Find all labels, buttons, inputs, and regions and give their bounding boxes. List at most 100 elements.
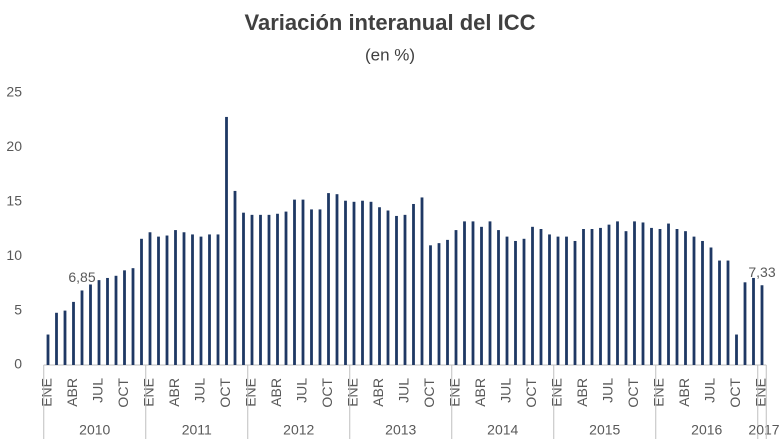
year-label: 2016 [691,422,722,438]
bar [114,275,118,365]
bar [667,223,670,365]
bar [539,229,543,365]
bar [556,236,560,365]
bar [386,210,390,365]
y-tick-label: 25 [6,84,22,100]
bar [267,214,271,365]
x-tick-label: JUL [294,378,310,403]
x-tick-label: ABR [574,378,590,407]
x-tick-label: OCT [115,378,131,408]
bar [293,199,296,365]
bar [420,197,424,365]
bar [565,236,568,365]
x-tick-label: OCT [625,378,641,408]
bar [344,200,347,365]
bar [310,209,313,365]
data-label: 6,85 [68,269,95,285]
year-label: 2017 [748,422,779,438]
bar [208,234,211,365]
x-tick-label: OCT [523,378,539,408]
x-tick-label: ABR [472,378,488,407]
bar [616,221,619,365]
bar [497,230,500,365]
bar [454,230,458,365]
bar [752,277,755,365]
bar [437,243,441,365]
bar [242,212,245,365]
bar [284,211,288,365]
year-label: 2013 [385,422,416,438]
y-tick-label: 15 [6,193,22,209]
bar [89,284,92,365]
bar [46,334,50,365]
bar [760,285,764,365]
bar [429,245,432,365]
y-tick-label: 10 [6,247,22,263]
bar [174,230,177,365]
year-label: 2011 [182,422,212,438]
x-tick-label: OCT [421,378,437,408]
bar [505,236,509,365]
bar [191,234,194,365]
bar [361,200,364,365]
bar [199,236,203,365]
bar [233,190,237,365]
x-tick-label: ABR [268,378,284,407]
y-tick-label: 0 [14,356,22,372]
bar [216,234,220,365]
bar [624,231,628,365]
x-tick-label: JUL [192,378,208,403]
bar [148,232,152,365]
bar [395,215,398,365]
data-label: 7,33 [748,264,775,280]
x-tick-label: OCT [727,378,743,408]
bar [692,236,696,365]
x-tick-label: ABR [64,378,80,407]
x-tick-label: ENE [243,378,259,407]
y-tick-label: 20 [6,138,22,154]
bar [72,301,75,365]
bar [225,116,228,365]
bar [123,270,126,365]
bar [335,194,339,365]
chart-title: Variación interanual del ICC [245,10,536,35]
bar [735,334,738,365]
bar [276,213,279,365]
year-label: 2010 [79,422,110,438]
bar [131,268,135,365]
bar [684,231,687,365]
bar [369,201,373,365]
x-tick-label: JUL [396,378,412,403]
bar [650,227,653,365]
bar [327,193,330,365]
bar [607,224,611,365]
bar [182,232,186,365]
x-tick-label: JUL [90,378,106,403]
bar [446,239,449,365]
x-tick-label: ABR [370,378,386,407]
bar [165,235,169,365]
bar [55,312,58,365]
bar [488,221,492,365]
bar [599,227,602,365]
bar [675,229,679,365]
y-tick-label: 5 [14,301,22,317]
bar [378,207,381,365]
bar [471,221,475,365]
bar [743,282,747,365]
x-tick-label: OCT [319,378,335,408]
chart-subtitle: (en %) [365,45,415,64]
bar [726,260,730,365]
bar [718,260,721,365]
bar [157,236,160,365]
year-label: 2012 [283,422,314,438]
x-tick-label: ABR [166,378,182,407]
x-tick-label: JUL [498,378,514,403]
bar [480,226,483,365]
x-tick-label: JUL [600,378,616,403]
bar [63,310,67,365]
bar [531,226,534,365]
bar [514,240,517,365]
bar [573,240,577,365]
